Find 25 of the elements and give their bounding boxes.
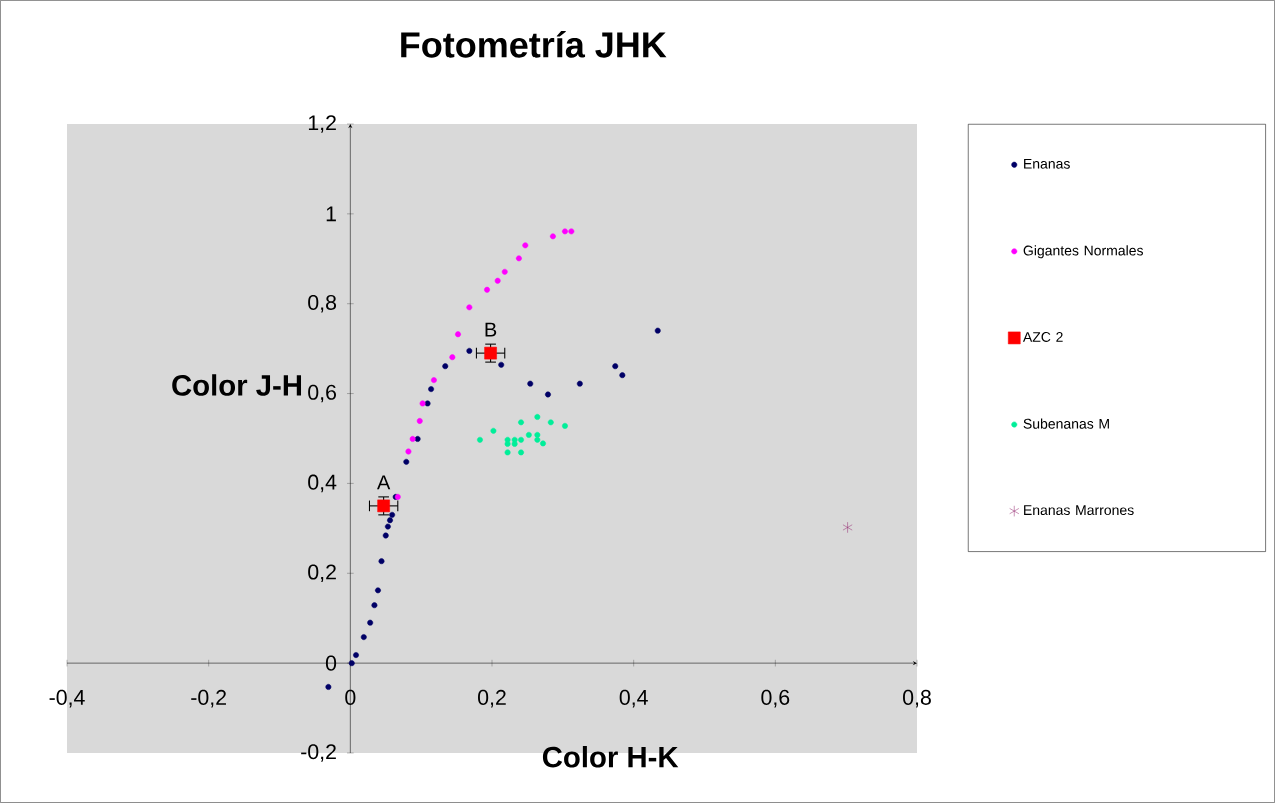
chart-title: Fotometría JHK [401, 30, 667, 58]
y-axis-title: Color J-H [172, 374, 302, 396]
y-tick-label: 0,2 [308, 564, 336, 583]
x-tick-label: 0 [345, 689, 356, 705]
legend-label: Enanas [1024, 158, 1070, 169]
annotation: B [485, 322, 497, 337]
legend-label: Subenanas M [1023, 418, 1109, 429]
x-tick-label: -0,4 [49, 689, 85, 708]
y-tick-label: 0,4 [308, 474, 337, 493]
x-tick-label: -0,2 [191, 689, 226, 708]
x-tick-label: 0,8 [903, 689, 931, 708]
legend-label: Gigantes Normales [1023, 245, 1143, 259]
y-tick-label: 1,2 [308, 115, 336, 133]
y-tick-label: 0,6 [308, 384, 337, 403]
legend-label: AZC 2 [1022, 332, 1063, 342]
y-tick-label: 0,8 [308, 294, 337, 313]
y-tick-label: 1 [326, 206, 336, 222]
annotation: A [377, 475, 391, 490]
y-tick-label: -0,2 [301, 744, 336, 762]
x-tick-label: 0,4 [619, 689, 648, 708]
x-tick-label: 0,6 [761, 689, 790, 708]
x-axis-title: Color H-K [542, 745, 679, 768]
x-tick-label: 0,2 [478, 689, 506, 708]
legend-label: Enanas Marrones [1024, 505, 1134, 516]
y-tick-label: 0 [325, 655, 337, 671]
